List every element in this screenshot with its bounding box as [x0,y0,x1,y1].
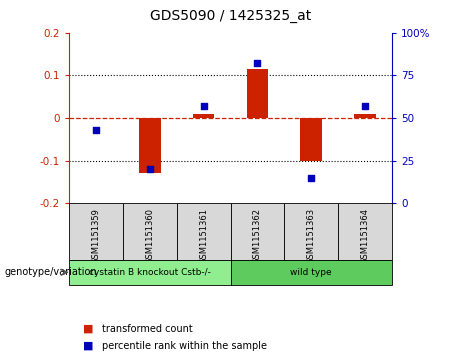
Text: genotype/variation: genotype/variation [5,267,97,277]
Text: ■: ■ [83,340,94,351]
Bar [177,203,230,260]
Bar [338,203,392,260]
Text: GSM1151361: GSM1151361 [199,208,208,264]
Text: cystatin B knockout Cstb-/-: cystatin B knockout Cstb-/- [89,268,211,277]
Text: GSM1151362: GSM1151362 [253,208,262,264]
Bar [123,203,177,260]
Bar [69,203,123,260]
Text: wild type: wild type [290,268,332,277]
Bar [284,203,338,260]
Text: GSM1151360: GSM1151360 [145,208,154,264]
Bar [301,118,322,160]
Bar [69,260,230,285]
Bar [230,203,284,260]
Point [361,103,369,109]
Text: transformed count: transformed count [102,323,193,334]
Bar [354,114,376,118]
Bar [193,114,214,118]
Text: GSM1151364: GSM1151364 [361,208,369,264]
Bar [247,69,268,118]
Point [200,103,207,109]
Text: GSM1151363: GSM1151363 [307,208,316,264]
Text: GSM1151359: GSM1151359 [92,208,100,264]
Bar [230,260,392,285]
Point [146,166,154,172]
Text: GDS5090 / 1425325_at: GDS5090 / 1425325_at [150,9,311,23]
Point [307,175,315,181]
Point [254,61,261,66]
Text: percentile rank within the sample: percentile rank within the sample [102,340,267,351]
Point [92,127,100,133]
Bar [139,118,160,174]
Text: ■: ■ [83,323,94,334]
